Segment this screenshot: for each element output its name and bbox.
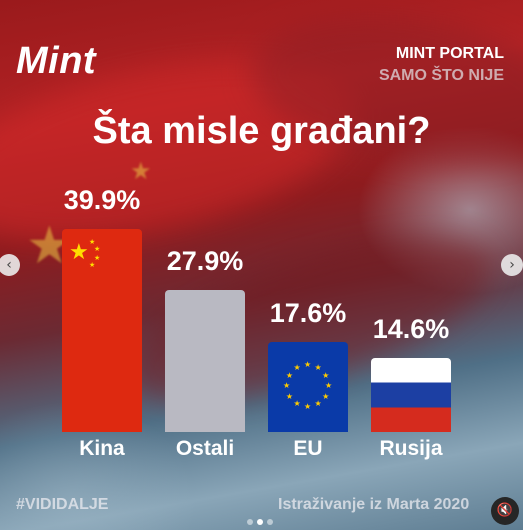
background-star-icon: ★: [130, 158, 152, 185]
background-flag-fold: [110, 204, 510, 436]
eu-flag-star-icon: ★: [285, 391, 293, 401]
category-label-eu: EU: [293, 437, 323, 460]
eu-flag-star-icon: ★: [322, 391, 330, 401]
category-label-rusija: Rusija: [379, 437, 443, 460]
eu-flag-star-icon: ★: [325, 381, 333, 391]
chart-title: Šta misle građani?: [92, 110, 431, 152]
background-star-icon: ★: [118, 270, 138, 295]
china-flag-star-icon: ★: [94, 245, 101, 253]
carousel-dot[interactable]: [247, 519, 253, 525]
source-note: Istraživanje iz Marta 2020: [278, 496, 470, 513]
hashtag: #VIDIDALJE: [16, 496, 109, 513]
mint-logo: Mint: [16, 40, 97, 82]
eu-flag-star-icon: ★: [314, 399, 322, 409]
background-star-icon: ★: [26, 217, 73, 275]
previous-slide-button[interactable]: ‹: [0, 254, 20, 276]
eu-flag-star-icon: ★: [293, 399, 301, 409]
carousel-dot[interactable]: [257, 519, 263, 525]
category-label-kina: Kina: [79, 437, 125, 460]
bar-rusija: [371, 357, 451, 432]
bar-kina: ★ ★ ★ ★ ★: [62, 228, 142, 432]
carousel-indicator: [247, 519, 273, 525]
portal-name: MINT PORTAL: [395, 45, 504, 62]
portal-tagline: SAMO ŠTO NIJE: [378, 67, 504, 84]
china-flag-star-icon: ★: [89, 261, 96, 269]
china-flag-star-icon: ★: [94, 254, 101, 262]
next-slide-button[interactable]: ›: [501, 254, 523, 276]
eu-flag-star-icon: ★: [304, 402, 312, 412]
category-label-ostali: Ostali: [175, 437, 235, 460]
carousel-dot[interactable]: [267, 519, 273, 525]
mute-icon[interactable]: 🔇: [491, 497, 519, 525]
value-label-ostali: 27.9%: [166, 245, 244, 276]
china-flag-star-icon: ★: [89, 238, 96, 246]
portal-branding: MINT PORTAL SAMO ŠTO NIJE: [379, 43, 504, 87]
